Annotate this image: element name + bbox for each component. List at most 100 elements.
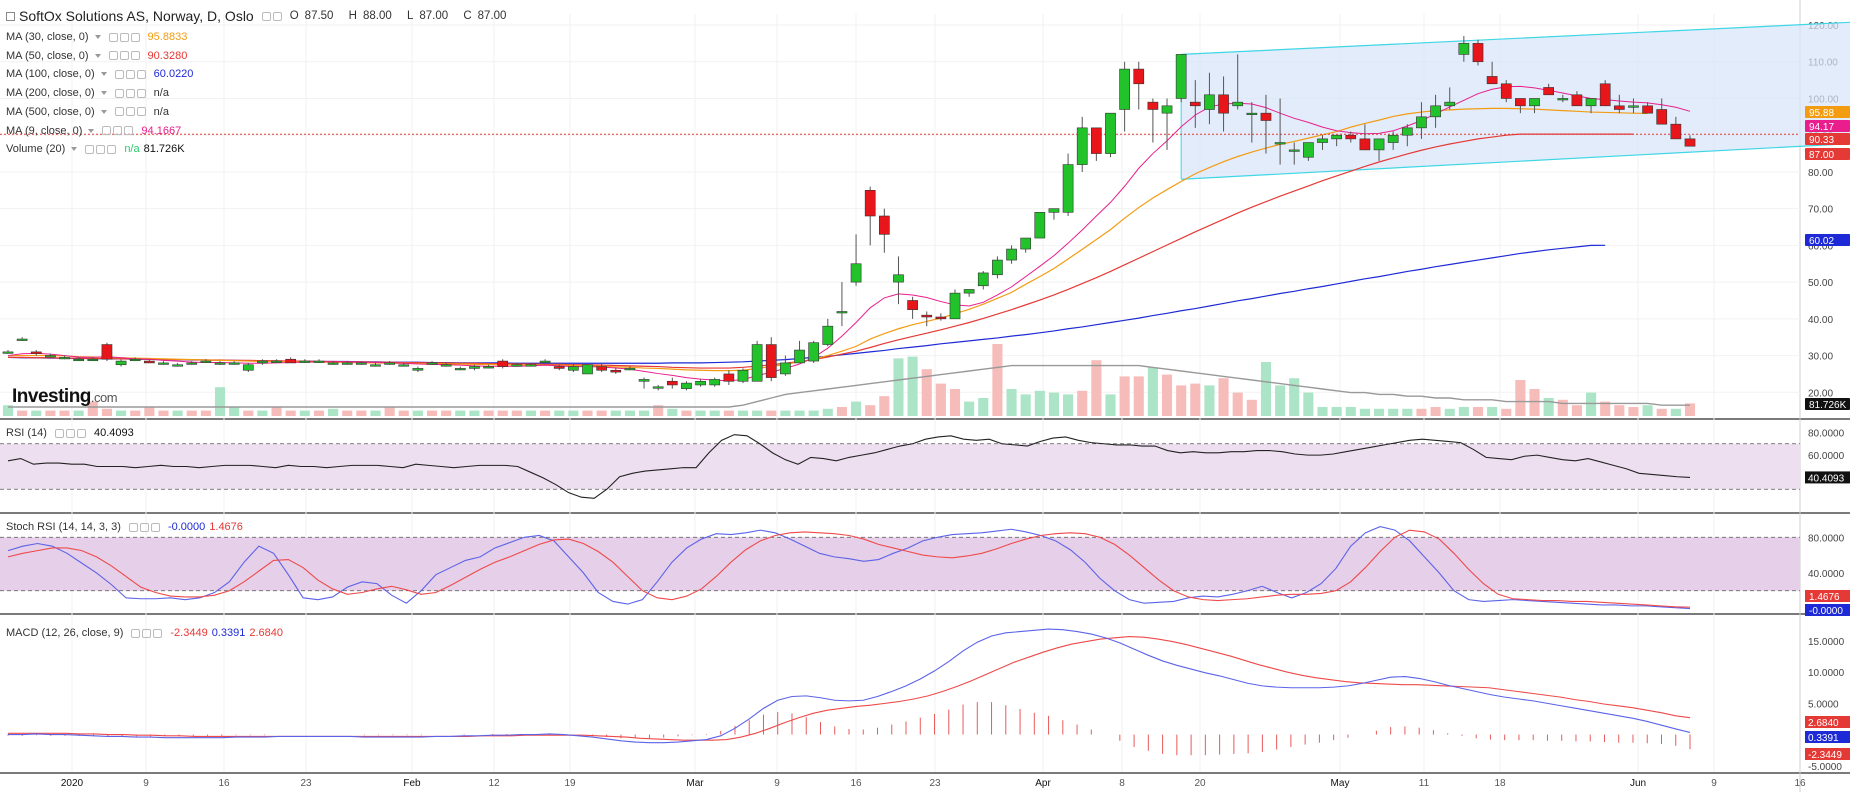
indicator-row[interactable]: MA (9, close, 0) 94.1667 — [6, 125, 181, 137]
volume-bar — [1119, 376, 1130, 416]
hide-icon[interactable] — [125, 107, 135, 117]
stoch-label: Stoch RSI (14, 14, 3, 3) — [6, 521, 121, 533]
pane-controls[interactable] — [54, 428, 86, 438]
close-icon[interactable] — [136, 88, 146, 98]
settings-icon[interactable] — [114, 88, 124, 98]
indicator-controls[interactable] — [114, 69, 146, 79]
hide-icon[interactable] — [142, 628, 152, 638]
chevron-down-icon[interactable] — [71, 147, 78, 152]
close-icon[interactable] — [136, 107, 146, 117]
settings-icon[interactable] — [108, 51, 118, 61]
close-icon[interactable] — [124, 126, 134, 135]
hide-icon[interactable] — [139, 522, 149, 532]
candle-body — [398, 364, 410, 367]
stoch-tick-label: 80.0000 — [1808, 533, 1845, 544]
indicator-label: Volume (20) — [6, 143, 66, 156]
price-tag-label: 60.02 — [1809, 236, 1834, 247]
candle-body — [1458, 43, 1470, 55]
chevron-down-icon[interactable] — [100, 109, 107, 114]
candle-body — [1317, 138, 1328, 143]
hide-icon[interactable] — [65, 428, 75, 438]
close-icon[interactable] — [150, 522, 160, 532]
settings-icon[interactable] — [85, 144, 95, 154]
candle-body — [2, 351, 14, 354]
ma50-line — [8, 133, 1634, 369]
x-tick-label: 8 — [1119, 778, 1125, 789]
candle-body — [1062, 164, 1074, 213]
indicator-controls[interactable] — [108, 51, 140, 61]
hide-icon[interactable] — [113, 126, 123, 135]
hide-icon[interactable] — [119, 51, 129, 61]
pane-controls[interactable] — [128, 522, 160, 532]
indicator-row[interactable]: MA (100, close, 0) 60.0220 — [6, 68, 193, 80]
indicator-row[interactable]: MA (200, close, 0) n/a — [6, 87, 169, 99]
volume-bar — [935, 383, 946, 416]
indicator-row[interactable]: MA (50, close, 0) 90.3280 — [6, 50, 187, 62]
indicator-label: MA (200, close, 0) — [6, 87, 95, 100]
candle-body — [1006, 248, 1017, 261]
y-tick-label: 50.00 — [1808, 278, 1833, 289]
indicator-row[interactable]: MA (30, close, 0) 95.8833 — [6, 31, 187, 43]
chevron-down-icon[interactable] — [88, 128, 95, 133]
chevron-down-icon[interactable] — [94, 35, 101, 39]
indicator-controls[interactable] — [114, 107, 146, 117]
candle-body — [426, 362, 438, 365]
chevron-down-icon[interactable] — [94, 53, 101, 58]
close-icon[interactable] — [130, 51, 140, 61]
candle-body — [1430, 105, 1441, 118]
candle-body — [16, 338, 28, 341]
settings-icon[interactable] — [261, 11, 271, 21]
close-icon[interactable] — [76, 428, 86, 438]
candle-body — [525, 364, 537, 367]
volume-bar — [1402, 408, 1413, 416]
close-icon[interactable] — [107, 144, 117, 154]
candle-body — [200, 360, 212, 363]
settings-icon[interactable] — [114, 69, 124, 79]
indicator-controls[interactable] — [85, 144, 117, 154]
indicator-controls[interactable] — [114, 88, 146, 98]
x-tick-label: 16 — [850, 778, 862, 789]
indicator-row[interactable]: MA (500, close, 0) n/a — [6, 106, 169, 118]
candle-body — [1401, 127, 1413, 136]
volume-bar — [455, 410, 466, 416]
settings-icon[interactable] — [108, 32, 118, 42]
hide-icon[interactable] — [125, 69, 135, 79]
hide-icon[interactable] — [119, 32, 129, 42]
settings-icon[interactable] — [128, 522, 138, 532]
x-tick-label: 23 — [929, 778, 941, 789]
close-icon[interactable] — [136, 69, 146, 79]
candle-body — [1345, 134, 1357, 140]
indicator-controls[interactable] — [102, 126, 134, 135]
candle-body — [454, 368, 466, 371]
volume-bar — [723, 410, 734, 416]
close-icon[interactable] — [130, 32, 140, 42]
hide-icon[interactable] — [272, 11, 282, 21]
x-tick-label: Jun — [1630, 778, 1646, 789]
collapse-icon[interactable] — [6, 11, 15, 21]
chevron-down-icon[interactable] — [100, 91, 107, 96]
volume-bar — [31, 410, 42, 416]
candle-body — [568, 366, 579, 371]
candle-body — [737, 369, 749, 382]
volume-bar — [667, 408, 678, 416]
settings-icon[interactable] — [114, 107, 124, 117]
candle-body — [977, 272, 989, 287]
settings-icon[interactable] — [54, 428, 64, 438]
settings-icon[interactable] — [131, 628, 141, 638]
candle-body — [1175, 54, 1187, 99]
indicator-label: MA (100, close, 0) — [6, 68, 95, 81]
settings-icon[interactable] — [102, 126, 112, 135]
chevron-down-icon[interactable] — [100, 72, 107, 77]
pane-controls[interactable] — [131, 628, 163, 638]
hide-icon[interactable] — [96, 144, 106, 154]
price-tag-bg — [1805, 120, 1850, 132]
hide-icon[interactable] — [125, 88, 135, 98]
header-controls[interactable] — [261, 11, 282, 21]
price-tag-bg — [1805, 234, 1850, 246]
x-tick-label: 2020 — [61, 778, 84, 789]
volume-bar — [271, 407, 282, 416]
indicator-row[interactable]: Volume (20) n/a 81.726K — [6, 143, 185, 155]
close-icon[interactable] — [153, 628, 163, 638]
indicator-controls[interactable] — [108, 32, 140, 42]
